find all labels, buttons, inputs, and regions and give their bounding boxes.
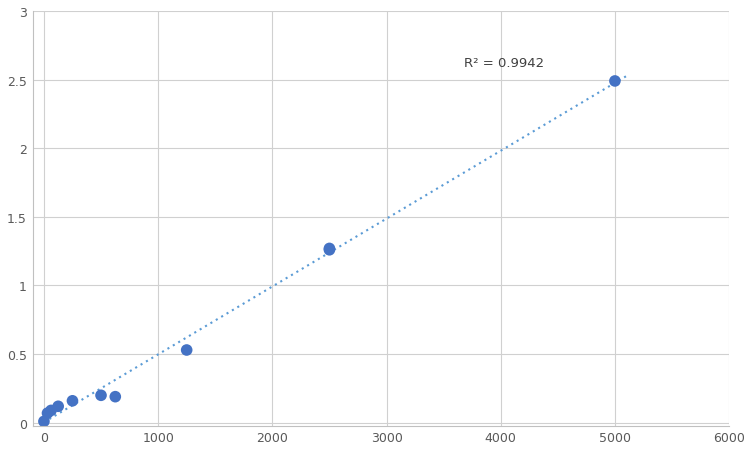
Point: [41, 410, 53, 417]
Point: [66, 397, 78, 405]
Point: [52, 403, 64, 410]
Text: R² = 0.9942: R² = 0.9942: [464, 56, 544, 69]
Point: [323, 247, 335, 254]
Point: [609, 78, 621, 85]
Point: [45, 407, 57, 414]
Point: [109, 393, 121, 400]
Point: [180, 347, 193, 354]
Point: [95, 392, 107, 399]
Point: [323, 245, 335, 253]
Point: [38, 418, 50, 425]
